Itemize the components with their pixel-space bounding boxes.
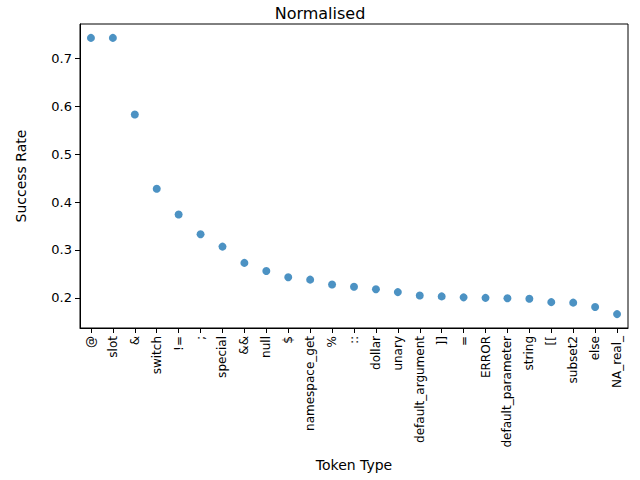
svg-text:0.4: 0.4	[51, 195, 72, 210]
svg-text:dollar: dollar	[369, 336, 383, 370]
svg-text:0.5: 0.5	[51, 147, 72, 162]
svg-text:Token Type: Token Type	[315, 457, 392, 473]
svg-text:0.7: 0.7	[51, 51, 72, 66]
svg-text:%: %	[325, 336, 339, 347]
svg-text:string: string	[522, 336, 536, 370]
svg-text:::: ::	[347, 336, 361, 344]
svg-text:$: $	[281, 336, 295, 344]
svg-text:0.6: 0.6	[51, 99, 72, 114]
svg-text:unary: unary	[391, 336, 405, 371]
svg-text:subset2: subset2	[566, 336, 580, 383]
svg-text:@: @	[84, 336, 98, 348]
svg-text:switch: switch	[150, 336, 164, 374]
svg-text:else: else	[588, 336, 602, 360]
svg-text:null: null	[259, 336, 273, 358]
svg-text:]]: ]]	[435, 336, 449, 345]
svg-text:default_argument: default_argument	[413, 336, 427, 443]
svg-text:namespace_get: namespace_get	[303, 336, 317, 431]
svg-text:special: special	[215, 336, 229, 378]
svg-text:&: &	[128, 336, 142, 345]
svg-text:Normalised: Normalised	[275, 4, 366, 23]
svg-text:=: =	[457, 336, 471, 346]
svg-text:default_parameter: default_parameter	[500, 336, 514, 448]
svg-text:slot: slot	[106, 336, 120, 358]
svg-text:;: ;	[194, 336, 208, 340]
svg-text:!=: !=	[172, 336, 186, 351]
svg-text:0.3: 0.3	[51, 242, 72, 257]
svg-text:[[: [[	[544, 336, 558, 345]
svg-text:0.2: 0.2	[51, 290, 72, 305]
svg-text:&&: &&	[237, 336, 251, 355]
svg-text:ERROR: ERROR	[479, 336, 493, 378]
svg-text:NA_real_: NA_real_	[610, 335, 624, 388]
svg-text:Success Rate: Success Rate	[13, 130, 29, 223]
